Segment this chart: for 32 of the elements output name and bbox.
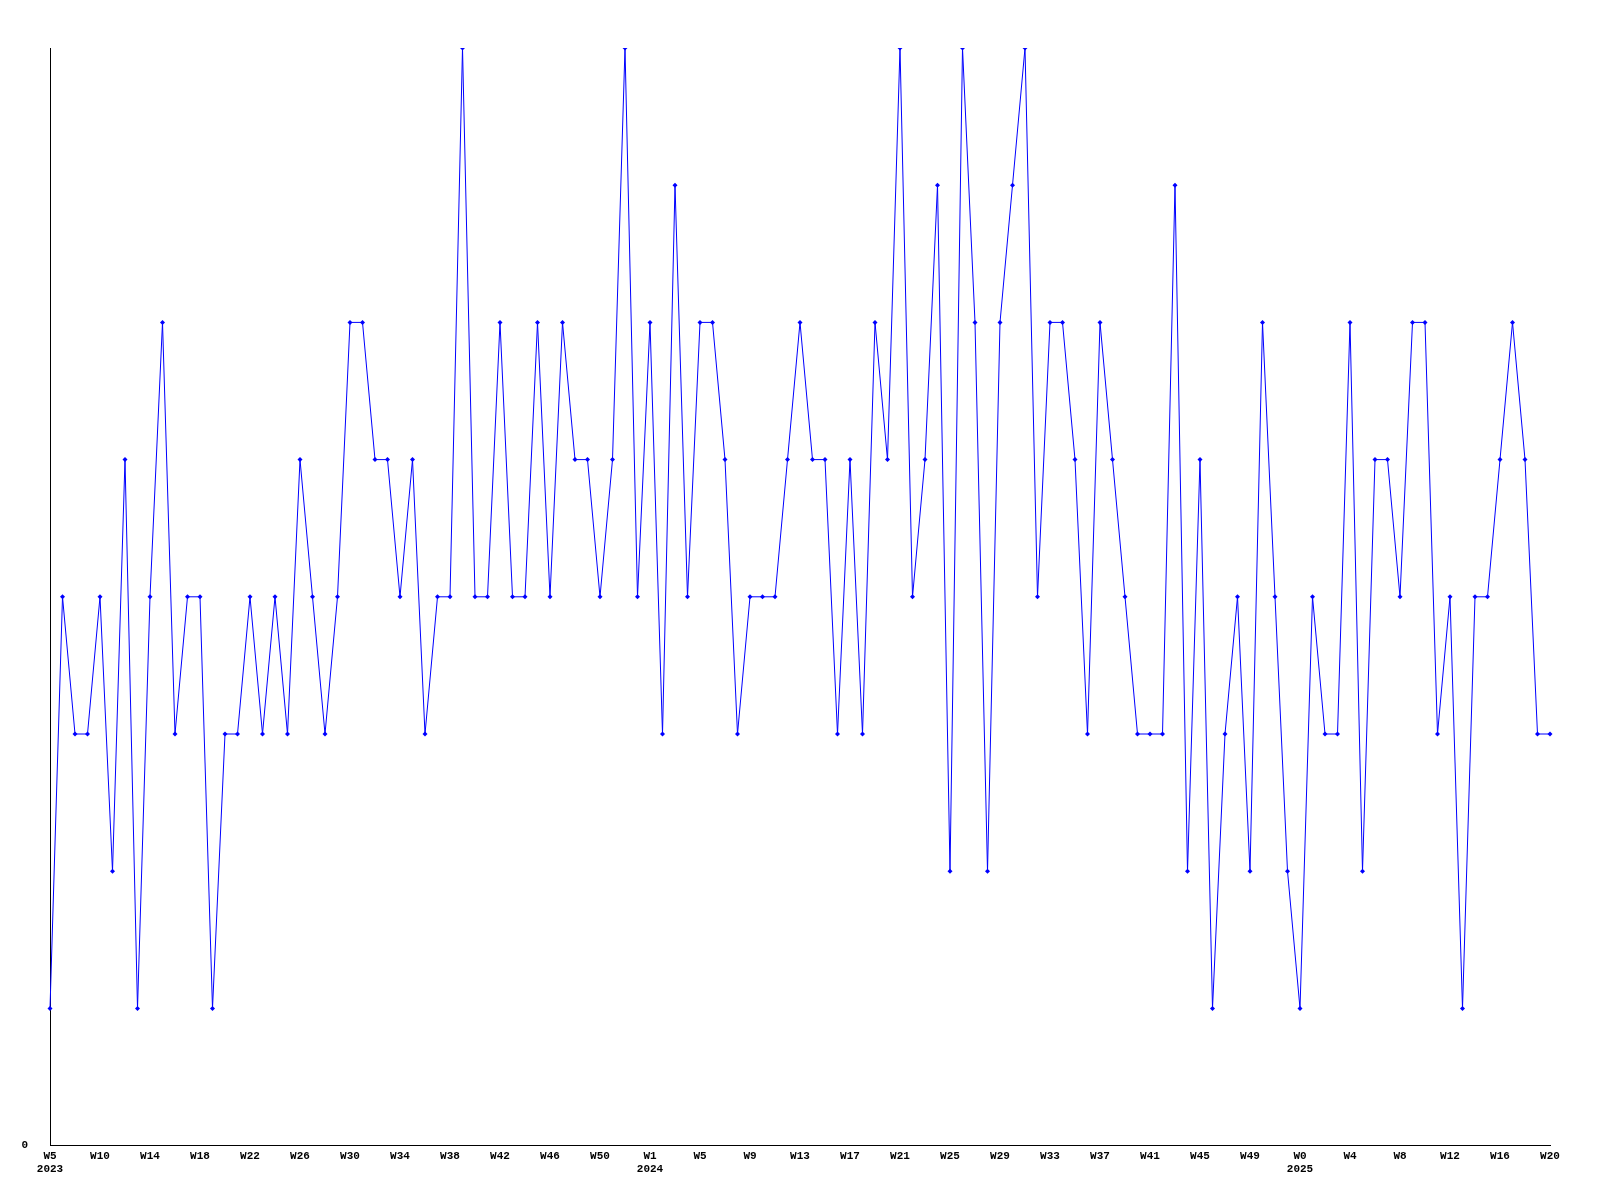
- x-tick-label: W41: [1140, 1149, 1161, 1162]
- x-tick-label: W29: [990, 1149, 1010, 1162]
- x-tick-label: W4: [1343, 1149, 1357, 1162]
- x-tick-label: W49: [1240, 1149, 1260, 1162]
- x-tick-label: W8: [1393, 1149, 1407, 1162]
- x-tick-label: W16: [1490, 1149, 1510, 1162]
- x-tick-label: W18: [190, 1149, 211, 1162]
- x-tick-label: W26: [290, 1149, 310, 1162]
- text: 0: [21, 1139, 28, 1152]
- x-tick-label: W17: [840, 1149, 860, 1162]
- x-tick-label: W13: [790, 1149, 811, 1162]
- x-tick-label: W14: [140, 1149, 161, 1162]
- x-tick-label: W38: [440, 1149, 461, 1162]
- x-tick-label: W25: [940, 1149, 961, 1162]
- x-tick-label: W9: [743, 1149, 757, 1162]
- x-tick-label: W22: [240, 1149, 260, 1162]
- x-tick-label: W0 2025: [1286, 1149, 1314, 1176]
- x-tick-label: W21: [890, 1149, 911, 1162]
- x-tick-label: W37: [1090, 1149, 1110, 1162]
- x-tick-label: W33: [1040, 1149, 1061, 1162]
- x-tick-label: W30: [340, 1149, 360, 1162]
- x-tick-label: W1 2024: [636, 1149, 664, 1176]
- x-tick-label: W50: [590, 1149, 610, 1162]
- x-tick-label: W46: [540, 1149, 560, 1162]
- x-tick-label: W10: [90, 1149, 110, 1162]
- x-tick-label: W5 2023: [36, 1149, 64, 1176]
- x-tick-label: W20: [1540, 1149, 1560, 1162]
- x-tick-label: W42: [490, 1149, 510, 1162]
- x-tick-label: W12: [1440, 1149, 1460, 1162]
- x-tick-label: W34: [390, 1149, 411, 1162]
- x-tick-label: W5: [693, 1149, 707, 1162]
- x-tick-label: W45: [1190, 1149, 1211, 1162]
